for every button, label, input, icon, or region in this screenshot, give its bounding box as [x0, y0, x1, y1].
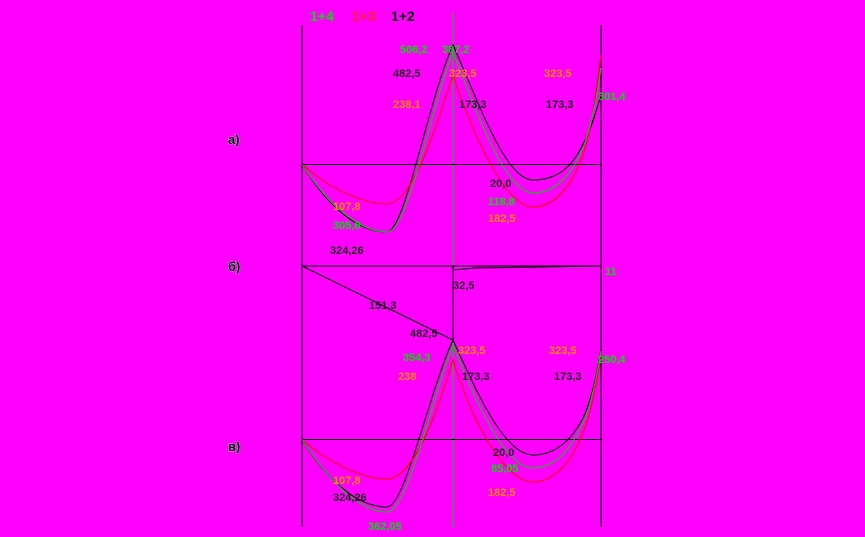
svg-text:32,5: 32,5 [453, 280, 474, 292]
svg-text:107,8: 107,8 [333, 201, 361, 213]
svg-text:173,3: 173,3 [554, 371, 582, 383]
svg-text:301,4: 301,4 [598, 91, 626, 103]
svg-text:182,5: 182,5 [488, 487, 516, 499]
svg-text:354,3: 354,3 [403, 352, 431, 364]
svg-text:482,5: 482,5 [393, 68, 421, 80]
svg-text:107,8: 107,8 [333, 475, 361, 487]
svg-text:482,5: 482,5 [410, 328, 438, 340]
svg-text:323,5: 323,5 [458, 345, 486, 357]
svg-text:506,2: 506,2 [400, 44, 428, 56]
svg-text:323,5: 323,5 [449, 68, 477, 80]
svg-text:б): б) [228, 259, 240, 274]
svg-text:20,0: 20,0 [490, 178, 511, 190]
svg-text:а): а) [228, 132, 240, 147]
svg-text:305,6: 305,6 [333, 220, 361, 232]
svg-text:182,5: 182,5 [488, 213, 516, 225]
svg-text:1+3: 1+3 [352, 8, 376, 24]
svg-text:118,8: 118,8 [488, 196, 515, 208]
svg-text:173,3: 173,3 [462, 371, 490, 383]
svg-text:323,5: 323,5 [544, 68, 572, 80]
svg-text:20,0: 20,0 [493, 447, 514, 459]
svg-text:85,05: 85,05 [491, 463, 519, 475]
svg-text:324,26: 324,26 [333, 492, 367, 504]
svg-text:250,4: 250,4 [598, 354, 626, 366]
svg-text:362,05: 362,05 [368, 521, 402, 533]
svg-text:323,5: 323,5 [549, 345, 577, 357]
svg-text:173,3: 173,3 [546, 99, 574, 111]
svg-text:173,3: 173,3 [459, 99, 487, 111]
svg-text:238,1: 238,1 [393, 99, 421, 111]
svg-text:11: 11 [605, 266, 617, 278]
svg-text:387,2: 387,2 [442, 44, 470, 56]
svg-text:238: 238 [398, 371, 416, 383]
svg-text:151,3: 151,3 [369, 300, 397, 312]
svg-text:1+4: 1+4 [310, 8, 334, 24]
svg-text:в): в) [228, 439, 240, 454]
svg-text:324,26: 324,26 [330, 245, 364, 257]
svg-text:1+2: 1+2 [391, 8, 415, 24]
